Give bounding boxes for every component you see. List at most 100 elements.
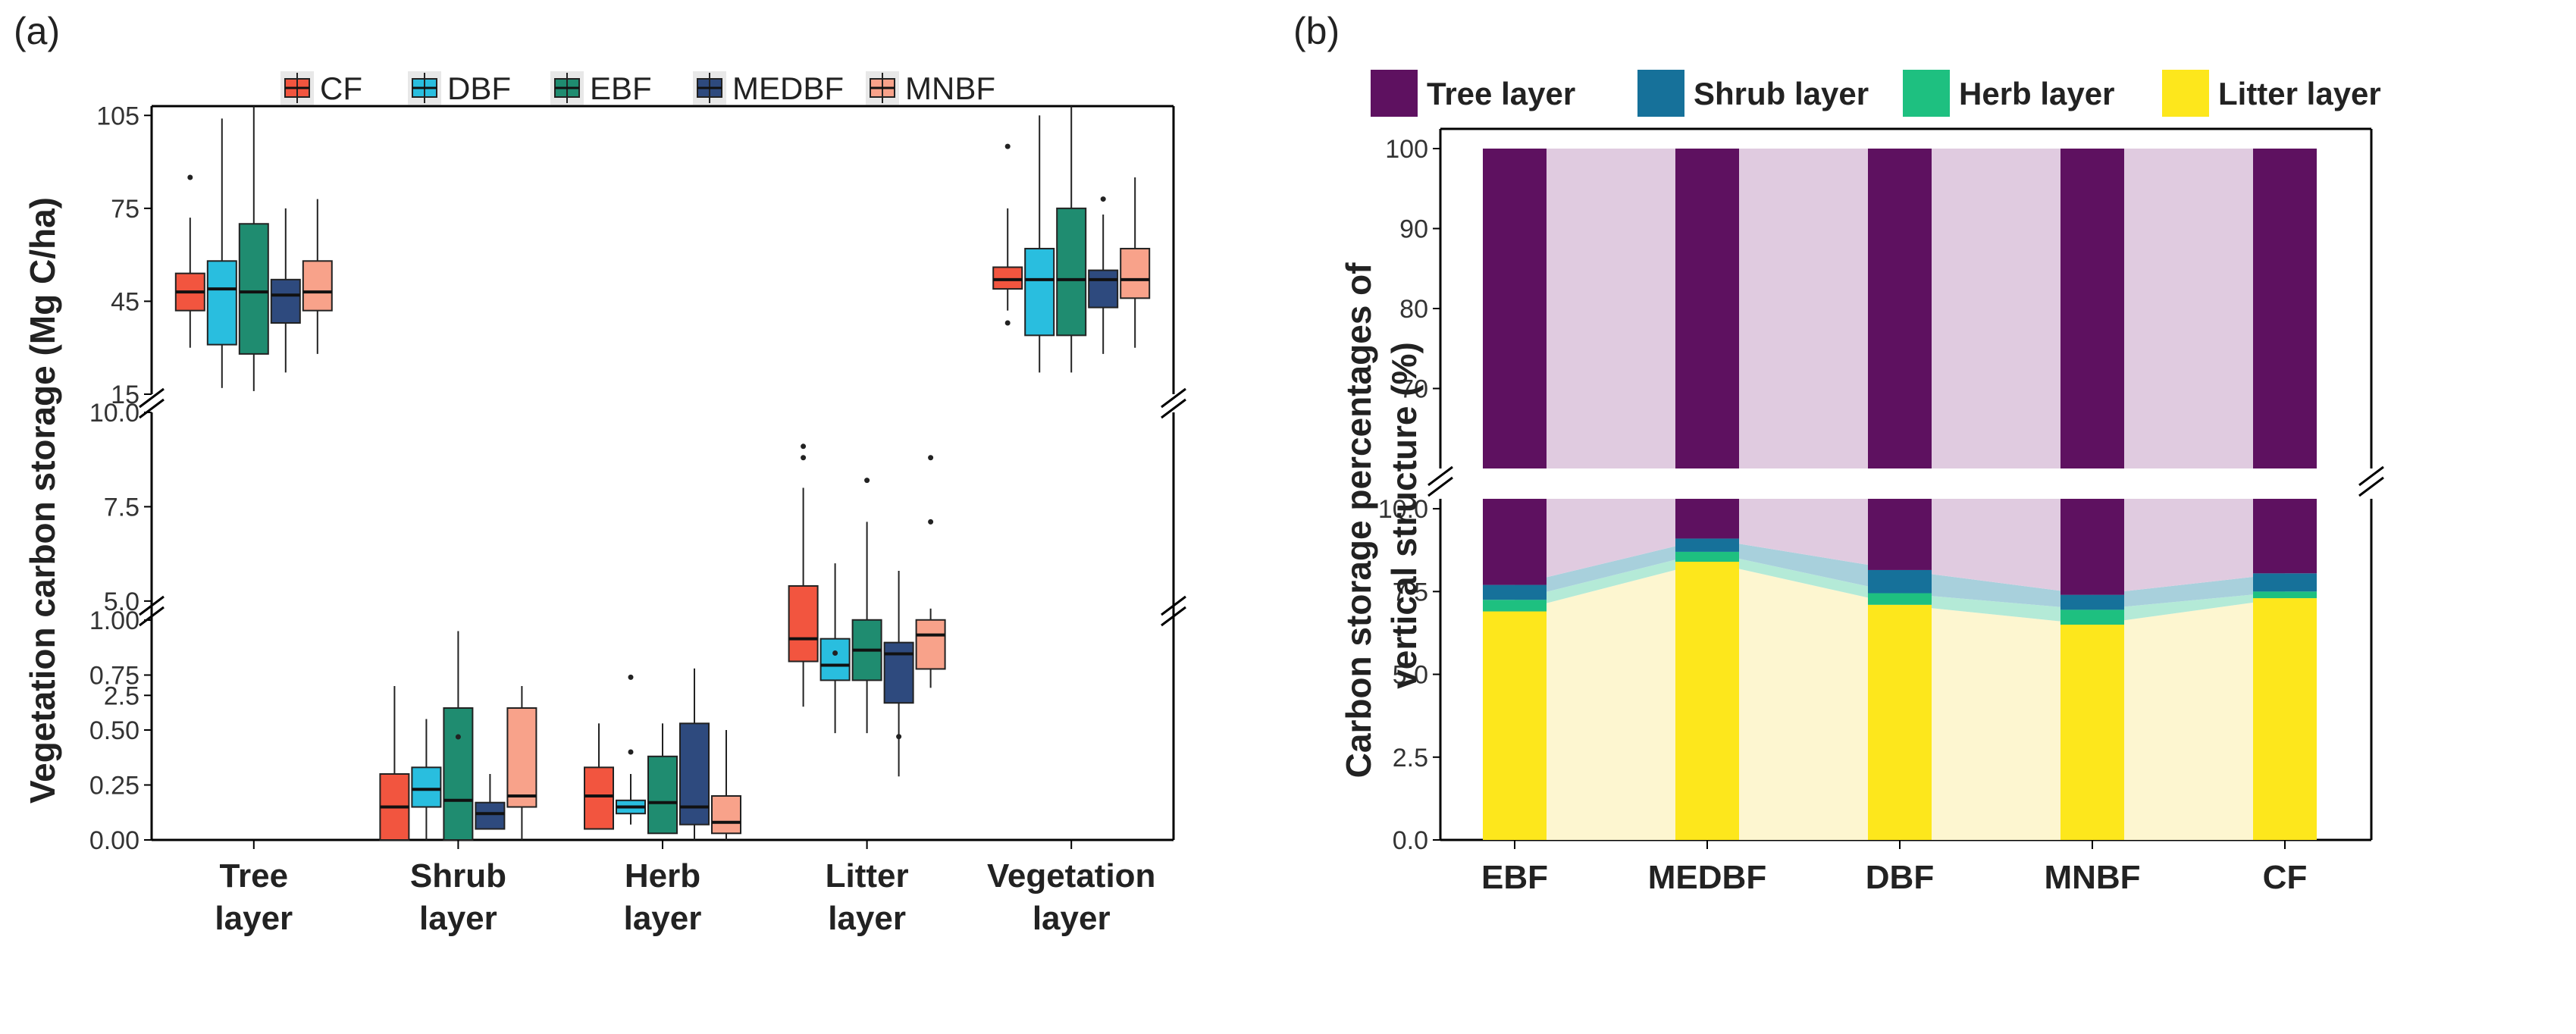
legend-label: Shrub layer bbox=[1694, 76, 1869, 111]
panel-b-category-label: MEDBF bbox=[1648, 859, 1766, 896]
legend-label: Tree layer bbox=[1427, 76, 1575, 111]
panel-a-y-axis-label: Vegetation carbon storage (Mg C/ha) bbox=[23, 197, 62, 804]
legend-item-ebf: EBF bbox=[550, 70, 652, 106]
box-mnbf-shrub-layer bbox=[506, 686, 537, 840]
bar-segment-litter-layer bbox=[2060, 625, 2124, 840]
box-ebf-herb-layer bbox=[647, 723, 678, 835]
box-ebf-vegetation-layer bbox=[1056, 106, 1087, 373]
bar-segment-herb-layer bbox=[2253, 591, 2317, 599]
box-iqr bbox=[915, 619, 946, 670]
legend-label: Herb layer bbox=[1959, 76, 2114, 111]
box-iqr bbox=[270, 278, 301, 324]
box-iqr bbox=[238, 223, 269, 355]
box-dbf-tree-layer bbox=[206, 118, 237, 388]
panel-a-y-tick-label: 7.5 bbox=[104, 493, 139, 522]
bar-segment-litter-layer bbox=[2253, 598, 2317, 840]
box-iqr bbox=[1024, 247, 1055, 337]
bar-segment-tree-layer-upper bbox=[2060, 149, 2124, 468]
box-iqr bbox=[788, 584, 819, 663]
box-medbf-tree-layer bbox=[270, 208, 301, 373]
bar-segment-shrub-layer bbox=[1483, 584, 1547, 600]
box-cf-shrub-layer bbox=[379, 686, 410, 841]
box-ebf-tree-layer bbox=[238, 106, 269, 391]
panel-a-y-tick-label: 5.0 bbox=[104, 588, 139, 616]
legend-item-shrub-layer: Shrub layer bbox=[1637, 70, 1869, 117]
outlier-point bbox=[1004, 320, 1011, 326]
box-cf-litter-layer bbox=[788, 443, 819, 707]
box-iqr bbox=[443, 707, 474, 841]
category-label-line: Vegetation bbox=[987, 857, 1156, 895]
category-label-line: Shrub bbox=[410, 857, 506, 895]
outlier-point bbox=[928, 455, 934, 461]
panel-a-y-tick-label: 45 bbox=[111, 287, 139, 316]
legend-item-tree-layer: Tree layer bbox=[1371, 70, 1575, 117]
category-label-line: Tree bbox=[220, 857, 289, 895]
outlier-point bbox=[1004, 143, 1011, 149]
box-mnbf-tree-layer bbox=[302, 199, 333, 354]
panel-a-category-label-3: Litter layer bbox=[826, 857, 909, 937]
bar-segment-shrub-layer bbox=[1868, 569, 1932, 594]
panel-a-y-tick-label: 15 bbox=[111, 381, 139, 409]
outlier-point bbox=[187, 174, 193, 180]
panel-a-legend: CF DBF EBF MEDBF MNBF bbox=[280, 70, 995, 106]
box-iqr bbox=[584, 766, 614, 830]
panel-b-category-label: CF bbox=[2263, 859, 2308, 896]
box-iqr bbox=[206, 260, 237, 346]
legend-label: MNBF bbox=[905, 70, 995, 106]
outlier-point bbox=[801, 443, 807, 450]
bar-segment-herb-layer bbox=[1868, 593, 1932, 605]
bar-cf bbox=[2253, 149, 2317, 840]
bar-segment-tree-layer-upper bbox=[1483, 149, 1547, 468]
box-iqr bbox=[1088, 269, 1119, 309]
panel-a-y-tick-label: 0.25 bbox=[89, 772, 139, 801]
panel-a-y-tick-label: 105 bbox=[96, 102, 139, 130]
panel-b-y-tick-label: 5.0 bbox=[1393, 661, 1428, 690]
panel-b-axis-break-0 bbox=[1427, 465, 1453, 497]
panel-a-axis-break-0-0 bbox=[139, 387, 165, 419]
panel-a-category-label-1: Shrub layer bbox=[410, 857, 506, 937]
box-iqr bbox=[883, 641, 914, 704]
panel-b-category-label: EBF bbox=[1481, 859, 1548, 896]
panel-b-axis-break-1 bbox=[2358, 465, 2384, 497]
box-iqr bbox=[679, 722, 710, 826]
panel-a-category-label-4: Vegetation layer bbox=[987, 857, 1156, 937]
panel-b-y-tick-label: 90 bbox=[1399, 215, 1428, 244]
panel-a-y-tick-label: 0.75 bbox=[89, 662, 139, 691]
panel-a-axis-break-1-0 bbox=[139, 595, 165, 627]
box-iqr bbox=[475, 801, 506, 830]
bar-segment-tree-layer bbox=[1483, 499, 1547, 585]
box-dbf-litter-layer bbox=[819, 563, 851, 734]
panel-b-label: (b) bbox=[1293, 10, 1340, 52]
legend-label: EBF bbox=[590, 70, 652, 106]
box-iqr bbox=[647, 755, 678, 835]
panel-b-y-tick-label: 0.0 bbox=[1393, 826, 1428, 855]
box-iqr bbox=[411, 766, 442, 808]
box-iqr bbox=[992, 266, 1023, 290]
legend-item-cf: CF bbox=[280, 70, 362, 106]
outlier-point bbox=[455, 734, 461, 740]
legend-swatch bbox=[1637, 70, 1684, 117]
panel-b-legend: Tree layer Shrub layer Herb layer Litter la… bbox=[1371, 70, 2381, 117]
bar-segment-tree-layer bbox=[1868, 499, 1932, 570]
bar-segment-tree-layer-upper bbox=[2253, 149, 2317, 468]
outlier-point bbox=[628, 674, 634, 680]
panel-a-y-tick-label: 10.0 bbox=[89, 399, 139, 428]
panel-a: (a) CF DBF EBF MEDBF MNBF 0.00 0.25 0.50 0.75 1.… bbox=[14, 10, 1186, 937]
panel-a-y-tick-label: 1.00 bbox=[89, 606, 139, 635]
bar-medbf bbox=[1675, 149, 1739, 840]
panel-b-y-axis-label: Carbon storage percentages of vertical s… bbox=[1339, 253, 1424, 779]
legend-label: MEDBF bbox=[732, 70, 844, 106]
panel-a-category-label-2: Herb layer bbox=[624, 857, 702, 937]
outlier-point bbox=[628, 749, 634, 755]
box-iqr bbox=[506, 707, 537, 808]
category-label-line: layer bbox=[1033, 900, 1111, 937]
box-ebf-shrub-layer bbox=[443, 631, 474, 841]
legend-item-herb-layer: Herb layer bbox=[1903, 70, 2114, 117]
panel-b-y-axis-label-line-2: vertical structure (%) bbox=[1384, 342, 1424, 689]
outlier-point bbox=[864, 478, 870, 484]
outlier-point bbox=[896, 734, 902, 740]
bar-segment-tree-layer bbox=[2060, 499, 2124, 595]
bar-segment-tree-layer-upper bbox=[1868, 149, 1932, 468]
legend-label: CF bbox=[320, 70, 362, 106]
